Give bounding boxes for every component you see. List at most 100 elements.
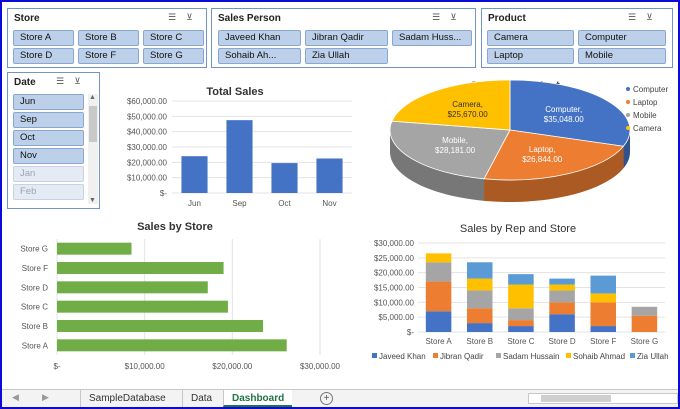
bar[interactable] [181, 156, 208, 193]
pie-slice[interactable] [391, 79, 511, 131]
multi-select-icon[interactable]: ☰ [56, 76, 65, 86]
stacked-bar-segment[interactable] [425, 262, 452, 282]
bar[interactable] [57, 262, 224, 274]
stacked-bar-segment[interactable] [466, 278, 493, 291]
y-tick-label: $- [407, 328, 414, 337]
sales-by-rep-store-title: Sales by Rep and Store [460, 223, 576, 235]
stacked-bar-segment[interactable] [590, 302, 617, 327]
store-slicer-item[interactable]: Store A [13, 30, 74, 46]
scroll-thumb[interactable] [541, 395, 611, 402]
stacked-bar-segment[interactable] [466, 323, 493, 332]
stacked-bar-segment[interactable] [631, 315, 658, 332]
bar[interactable] [271, 163, 298, 193]
tab-sampledatabase[interactable]: SampleDatabase [80, 390, 174, 407]
product-slicer-item[interactable]: Computer [578, 30, 666, 46]
scroll-thumb[interactable] [89, 106, 97, 142]
bar[interactable] [57, 320, 264, 332]
legend-label: Computer [633, 85, 668, 94]
y-tick-label: $10,000.00 [374, 298, 415, 307]
x-tick-label: Store G [631, 337, 659, 346]
date-slicer-item[interactable]: Sep [13, 112, 84, 128]
stacked-bar-segment[interactable] [425, 281, 452, 312]
y-tick-label: $20,000.00 [127, 158, 168, 167]
store-slicer-item[interactable]: Store D [13, 48, 74, 64]
bar[interactable] [226, 120, 253, 193]
pie-slice-side [390, 130, 485, 201]
bar[interactable] [316, 158, 343, 194]
multi-select-icon[interactable]: ☰ [432, 12, 441, 22]
stacked-bar-segment[interactable] [549, 284, 575, 291]
stacked-bar-segment[interactable] [549, 278, 575, 285]
stacked-bar-segment[interactable] [508, 284, 534, 309]
salesperson-slicer-item[interactable]: Sohaib Ah... [218, 48, 301, 64]
pie-slice[interactable] [483, 129, 625, 181]
horizontal-scrollbar[interactable] [528, 393, 678, 404]
product-slicer-item[interactable]: Laptop [487, 48, 574, 64]
bar[interactable] [57, 242, 132, 255]
stacked-bar-segment[interactable] [549, 314, 575, 332]
pie-slice[interactable] [389, 120, 511, 180]
legend-label: Laptop [633, 98, 658, 107]
stacked-bar-segment[interactable] [508, 326, 534, 332]
date-slicer-scrollbar[interactable]: ▲ ▼ [88, 94, 98, 204]
sales-by-product-chart: Sales by Product Computer,$35,048.00Lapt… [389, 79, 668, 202]
multi-select-icon[interactable]: ☰ [628, 12, 637, 22]
scroll-up-icon[interactable]: ▲ [89, 94, 96, 101]
multi-select-icon[interactable]: ☰ [168, 12, 177, 22]
legend-label: Zia Ullah [637, 352, 669, 361]
date-slicer-item[interactable]: Jan [13, 166, 84, 182]
product-slicer-item[interactable]: Mobile [578, 48, 666, 64]
stacked-bar-segment[interactable] [549, 290, 575, 303]
stacked-bar-segment[interactable] [466, 262, 493, 279]
tab-dashboard[interactable]: Dashboard [223, 390, 293, 407]
legend-label: Sadam Hussain [503, 352, 559, 361]
store-slicer-item[interactable]: Store B [78, 30, 139, 46]
stacked-bar-segment[interactable] [466, 290, 493, 309]
prev-sheet-icon[interactable]: ◀ [12, 392, 19, 402]
stacked-bar-segment[interactable] [590, 326, 617, 332]
stacked-bar-segment[interactable] [425, 253, 452, 263]
y-tick-label: $- [160, 189, 167, 198]
stacked-bar-segment[interactable] [508, 274, 534, 285]
store-slicer-item[interactable]: Store C [143, 30, 204, 46]
bar[interactable] [57, 300, 228, 313]
clear-filter-icon[interactable]: ⊻ [646, 12, 653, 22]
product-slicer-item[interactable]: Camera [487, 30, 574, 46]
salesperson-slicer-item[interactable]: Javeed Khan [218, 30, 301, 46]
date-slicer-item[interactable]: Feb [13, 184, 84, 200]
salesperson-slicer-item[interactable]: Jibran Qadir [305, 30, 388, 46]
date-slicer-item[interactable]: Oct [13, 130, 84, 146]
clear-filter-icon[interactable]: ⊻ [74, 76, 81, 86]
stacked-bar-segment[interactable] [466, 308, 493, 324]
date-slicer-item[interactable]: Nov [13, 148, 84, 164]
x-tick-label: Store A [425, 337, 452, 346]
x-tick-label: $- [53, 362, 60, 371]
scroll-down-icon[interactable]: ▼ [89, 197, 96, 204]
store-slicer-item[interactable]: Store G [143, 48, 204, 64]
add-sheet-icon[interactable]: + [320, 392, 333, 405]
clear-filter-icon[interactable]: ⊻ [186, 12, 193, 22]
stacked-bar-segment[interactable] [549, 302, 575, 315]
stacked-bar-segment[interactable] [631, 306, 658, 316]
salesperson-slicer-item[interactable]: Sadam Huss... [392, 30, 472, 46]
y-tick-label: Store A [22, 341, 49, 350]
stacked-bar-segment[interactable] [590, 275, 617, 294]
stacked-bar-segment[interactable] [508, 320, 534, 327]
pie-slice-value: $35,048.00 [544, 115, 585, 124]
store-slicer-item[interactable]: Store F [78, 48, 139, 64]
clear-filter-icon[interactable]: ⊻ [450, 12, 457, 22]
pie-slice[interactable] [509, 79, 631, 147]
bar[interactable] [57, 339, 287, 352]
salesperson-slicer: Sales Person ☰ ⊻ Javeed Khan Jibran Qadir… [211, 8, 476, 68]
date-slicer-item[interactable]: Jun [13, 94, 84, 110]
stacked-bar-segment[interactable] [590, 293, 617, 303]
x-tick-label: Store F [590, 337, 616, 346]
y-tick-label: $60,000.00 [127, 97, 168, 106]
pie-slice-name: Computer, [545, 105, 582, 114]
salesperson-slicer-item[interactable]: Zia Ullah [305, 48, 388, 64]
tab-data[interactable]: Data [182, 390, 220, 407]
stacked-bar-segment[interactable] [508, 308, 534, 321]
next-sheet-icon[interactable]: ▶ [42, 392, 49, 402]
bar[interactable] [57, 281, 208, 294]
stacked-bar-segment[interactable] [425, 311, 452, 332]
